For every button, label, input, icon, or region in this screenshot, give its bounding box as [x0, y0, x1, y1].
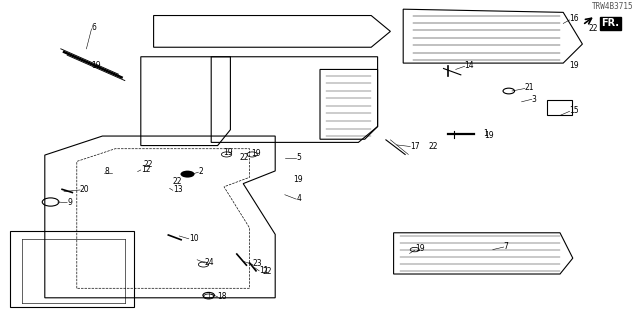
Text: 21: 21 — [525, 83, 534, 92]
Text: 22: 22 — [240, 153, 250, 162]
Text: 19: 19 — [484, 131, 493, 140]
Text: 19: 19 — [570, 61, 579, 70]
Text: 22: 22 — [144, 160, 154, 169]
Text: 20: 20 — [80, 185, 90, 194]
Text: 9: 9 — [67, 197, 72, 206]
Text: 3: 3 — [532, 95, 537, 104]
Text: 8: 8 — [104, 167, 109, 176]
Text: 14: 14 — [465, 61, 474, 70]
Text: 19: 19 — [293, 175, 303, 184]
Text: 19: 19 — [92, 61, 101, 70]
Text: 5: 5 — [296, 153, 301, 162]
Text: 19: 19 — [252, 149, 261, 158]
Text: 22: 22 — [429, 142, 438, 151]
Text: 13: 13 — [173, 185, 182, 194]
Text: 18: 18 — [218, 292, 227, 301]
Text: 1: 1 — [483, 129, 488, 138]
Text: 12: 12 — [141, 164, 150, 173]
Circle shape — [180, 171, 195, 178]
Text: 6: 6 — [92, 23, 97, 32]
Text: 22: 22 — [173, 177, 182, 186]
Text: 16: 16 — [570, 14, 579, 23]
Text: 17: 17 — [410, 142, 420, 151]
Text: 10: 10 — [189, 234, 198, 243]
Text: 2: 2 — [198, 167, 203, 176]
Text: 22: 22 — [262, 267, 272, 276]
Text: 11: 11 — [259, 266, 269, 275]
Text: 7: 7 — [504, 242, 509, 251]
Text: 19: 19 — [415, 244, 424, 253]
Text: 22: 22 — [589, 24, 598, 33]
Text: 4: 4 — [296, 194, 301, 203]
Text: 23: 23 — [253, 260, 262, 268]
Text: FR.: FR. — [602, 19, 620, 28]
Text: 24: 24 — [205, 258, 214, 267]
Text: 19: 19 — [223, 148, 232, 157]
Text: 15: 15 — [570, 106, 579, 115]
Text: TRW4B3715: TRW4B3715 — [592, 2, 634, 11]
